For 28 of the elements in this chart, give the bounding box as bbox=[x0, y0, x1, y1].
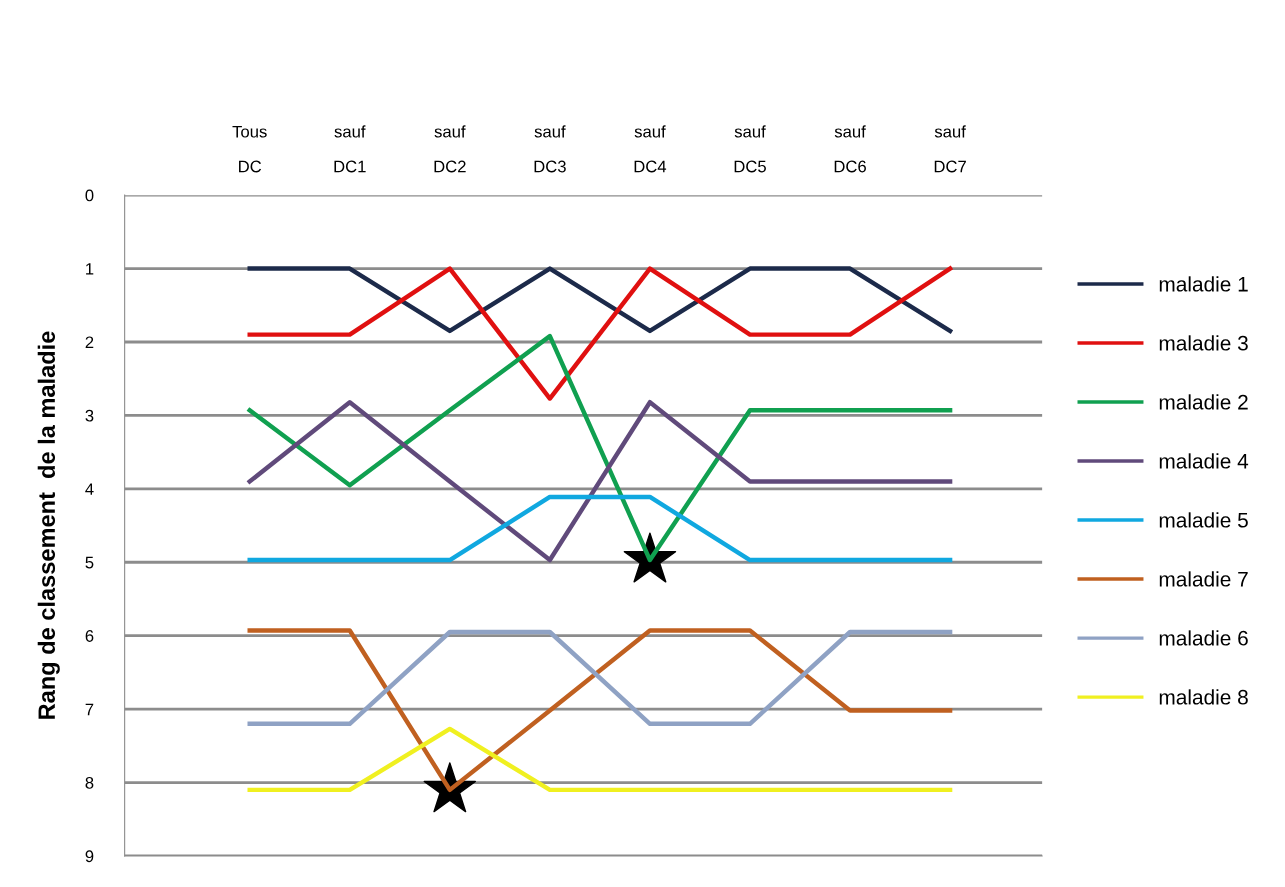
y-axis-title: Rang de classement de la maladie bbox=[37, 331, 60, 719]
y-tick-label: 1 bbox=[86, 263, 94, 275]
legend-label: maladie 5 bbox=[1159, 512, 1248, 528]
category-label: sauf DC7 bbox=[934, 125, 966, 173]
legend-label: maladie 4 bbox=[1159, 453, 1249, 469]
y-tick-label: 8 bbox=[85, 776, 94, 789]
category-label: sauf DC6 bbox=[834, 125, 866, 173]
y-tick-label: 0 bbox=[85, 189, 94, 202]
y-tick-label: 6 bbox=[85, 630, 94, 642]
category-label: sauf DC5 bbox=[734, 125, 766, 173]
category-label: Tous DC bbox=[232, 125, 267, 173]
category-label: sauf DC3 bbox=[534, 125, 566, 173]
category-label: sauf DC1 bbox=[334, 125, 366, 173]
legend-label: maladie 7 bbox=[1159, 571, 1248, 587]
legend-label: maladie 2 bbox=[1159, 394, 1248, 410]
y-tick-label: 4 bbox=[85, 483, 94, 495]
y-tick-label: 2 bbox=[85, 336, 94, 349]
y-tick-label: 5 bbox=[85, 556, 94, 569]
line-series bbox=[247, 333, 953, 563]
legend-label: maladie 3 bbox=[1159, 335, 1248, 351]
legend-label: maladie 6 bbox=[1159, 630, 1248, 646]
y-tick-label: 7 bbox=[85, 703, 94, 716]
category-label: sauf DC4 bbox=[634, 125, 667, 173]
y-tick-label: 3 bbox=[85, 409, 94, 422]
y-tick-label: 9 bbox=[85, 850, 94, 863]
category-label: sauf DC2 bbox=[434, 125, 466, 173]
legend-label: maladie 1 bbox=[1159, 276, 1248, 292]
legend-label: maladie 8 bbox=[1159, 689, 1248, 705]
